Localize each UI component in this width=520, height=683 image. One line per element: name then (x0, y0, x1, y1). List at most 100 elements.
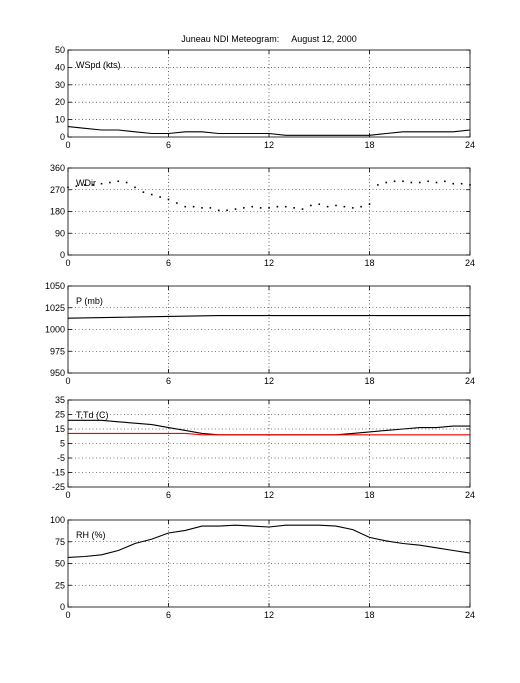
x-tick-label: 12 (264, 376, 274, 386)
data-point (368, 203, 371, 206)
data-point (150, 193, 153, 196)
data-point (159, 196, 161, 198)
x-tick-label: 18 (364, 258, 374, 268)
x-tick-label: 6 (166, 376, 171, 386)
y-tick-label: 975 (50, 346, 65, 356)
panel-label: T,Td (C) (76, 410, 109, 420)
data-point (268, 207, 270, 209)
data-point (75, 185, 78, 187)
x-tick-label: 24 (465, 610, 475, 620)
data-point (176, 202, 178, 204)
data-point (276, 205, 279, 208)
data-point (192, 205, 195, 208)
figure-title: Juneau NDI Meteogram: August 12, 2000 (181, 34, 357, 44)
data-point (418, 181, 421, 184)
x-tick-label: 24 (465, 376, 475, 386)
y-tick-label: 15 (55, 424, 65, 434)
data-point (209, 207, 212, 209)
y-tick-label: 0 (60, 132, 65, 142)
data-point (226, 209, 228, 212)
data-point (427, 180, 429, 183)
panel-wind-speed: 0 6 12 18 24 0 10 20 30 40 50 WSpd (kts) (55, 45, 475, 150)
data-point (351, 207, 354, 209)
panel-wind-direction: 0 6 12 18 24 0 90 180 270 360 WDir (50, 163, 475, 268)
y-tick-label: 25 (55, 580, 65, 590)
data-point (410, 181, 413, 184)
x-tick-label: 6 (166, 610, 171, 620)
data-point (377, 184, 379, 186)
x-tick-label: 12 (264, 140, 274, 150)
series-line-0 (68, 419, 470, 436)
data-point (243, 207, 245, 209)
data-point (385, 181, 388, 184)
y-tick-label: 10 (55, 115, 65, 125)
panel-label: RH (%) (76, 530, 106, 540)
x-tick-label: 0 (65, 610, 70, 620)
data-point (83, 184, 86, 186)
y-tick-label: 5 (60, 439, 65, 449)
y-tick-label: 270 (50, 185, 65, 195)
x-tick-label: 12 (264, 610, 274, 620)
y-tick-label: 0 (60, 602, 65, 612)
data-point (100, 182, 103, 185)
data-point (452, 182, 455, 185)
y-tick-label: 1000 (45, 325, 65, 335)
panel-label: WSpd (kts) (76, 60, 121, 70)
y-tick-label: 25 (55, 410, 65, 420)
data-point (259, 207, 262, 209)
y-tick-label: 100 (50, 515, 65, 525)
y-tick-label: 50 (55, 45, 65, 55)
data-point (201, 207, 203, 209)
data-point (293, 207, 295, 209)
data-point (393, 180, 396, 183)
panel-temperature-dewpoint: 0 6 12 18 24 -25 -15 -5 5 15 25 35 T,Td (C) (52, 395, 475, 500)
y-tick-label: 90 (55, 228, 65, 238)
data-point (444, 180, 446, 183)
x-tick-label: 24 (465, 140, 475, 150)
x-tick-label: 0 (65, 140, 70, 150)
x-tick-label: 12 (264, 490, 274, 500)
y-tick-label: 950 (50, 368, 65, 378)
y-tick-label: 75 (55, 537, 65, 547)
data-point (318, 203, 321, 206)
x-tick-label: 6 (166, 140, 171, 150)
data-point (217, 209, 220, 212)
series-line-1 (68, 432, 470, 436)
data-point (134, 186, 136, 189)
data-point (92, 184, 94, 186)
data-point (402, 180, 404, 183)
y-tick-label: 1025 (45, 303, 65, 313)
y-tick-label: 30 (55, 80, 65, 90)
panel-label: P (mb) (76, 296, 103, 306)
x-tick-label: 6 (166, 258, 171, 268)
x-tick-label: 0 (65, 490, 70, 500)
panel-relative-humidity: 0 6 12 18 24 0 25 50 75 100 RH (%) (50, 515, 475, 620)
y-tick-label: 180 (50, 207, 65, 217)
y-tick-label: 20 (55, 97, 65, 107)
x-tick-label: 0 (65, 376, 70, 386)
data-point (125, 181, 128, 184)
data-point (326, 205, 329, 208)
data-point (251, 205, 254, 208)
panel-pressure: 0 6 12 18 24 950 975 1000 1025 1050 P (mb) (45, 281, 475, 386)
x-tick-label: 0 (65, 258, 70, 268)
y-tick-label: 0 (60, 250, 65, 260)
x-tick-label: 18 (364, 140, 374, 150)
data-point (109, 181, 111, 184)
data-point (234, 208, 237, 210)
y-tick-label: -5 (57, 453, 65, 463)
data-point (360, 205, 362, 208)
x-tick-label: 18 (364, 376, 374, 386)
y-tick-label: -25 (52, 482, 65, 492)
series-line-0 (67, 315, 470, 319)
data-point (335, 204, 337, 207)
x-tick-label: 6 (166, 490, 171, 500)
series-line-0 (67, 524, 471, 558)
data-point (435, 181, 438, 184)
x-tick-label: 18 (364, 610, 374, 620)
x-tick-label: 18 (364, 490, 374, 500)
y-tick-label: 360 (50, 163, 65, 173)
y-tick-label: 35 (55, 395, 65, 405)
data-point (117, 180, 120, 183)
